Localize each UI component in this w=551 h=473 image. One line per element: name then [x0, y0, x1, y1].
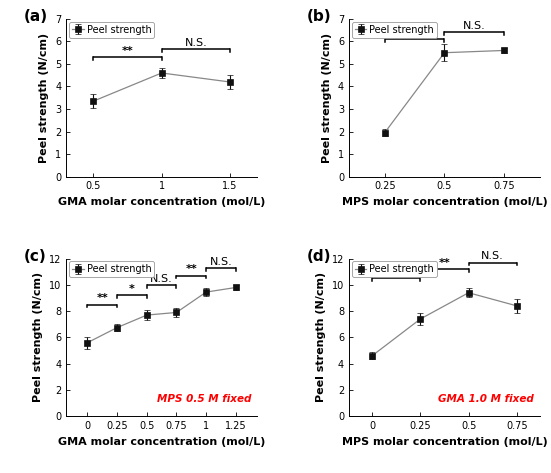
- Text: GMA 1.0 M fixed: GMA 1.0 M fixed: [439, 394, 534, 403]
- Text: N.S.: N.S.: [185, 38, 207, 48]
- Text: *: *: [129, 284, 135, 294]
- Text: **: **: [439, 258, 450, 268]
- Text: ***: ***: [387, 267, 405, 277]
- Text: MPS 0.5 M fixed: MPS 0.5 M fixed: [157, 394, 251, 403]
- Text: N.S.: N.S.: [463, 21, 485, 31]
- Text: N.S.: N.S.: [150, 273, 173, 284]
- Legend: Peel strength: Peel strength: [352, 262, 437, 277]
- Legend: Peel strength: Peel strength: [69, 22, 154, 38]
- X-axis label: MPS molar concentration (mol/L): MPS molar concentration (mol/L): [342, 197, 547, 207]
- Text: **: **: [96, 293, 108, 303]
- Text: **: **: [122, 46, 133, 56]
- X-axis label: GMA molar concentration (mol/L): GMA molar concentration (mol/L): [58, 437, 266, 447]
- Text: **: **: [409, 28, 420, 38]
- Y-axis label: Peel strength (N/cm): Peel strength (N/cm): [316, 272, 326, 403]
- Legend: Peel strength: Peel strength: [69, 262, 154, 277]
- Y-axis label: Peel strength (N/cm): Peel strength (N/cm): [322, 33, 332, 163]
- Text: N.S.: N.S.: [482, 251, 504, 261]
- X-axis label: GMA molar concentration (mol/L): GMA molar concentration (mol/L): [58, 197, 266, 207]
- Text: **: **: [186, 264, 197, 274]
- Text: (b): (b): [307, 9, 332, 25]
- X-axis label: MPS molar concentration (mol/L): MPS molar concentration (mol/L): [342, 437, 547, 447]
- Text: (c): (c): [24, 249, 47, 264]
- Y-axis label: Peel strength (N/cm): Peel strength (N/cm): [40, 33, 50, 163]
- Y-axis label: Peel strength (N/cm): Peel strength (N/cm): [33, 272, 44, 403]
- Text: (d): (d): [307, 249, 331, 264]
- Text: (a): (a): [24, 9, 48, 25]
- Legend: Peel strength: Peel strength: [352, 22, 437, 38]
- Text: N.S.: N.S.: [209, 256, 233, 266]
